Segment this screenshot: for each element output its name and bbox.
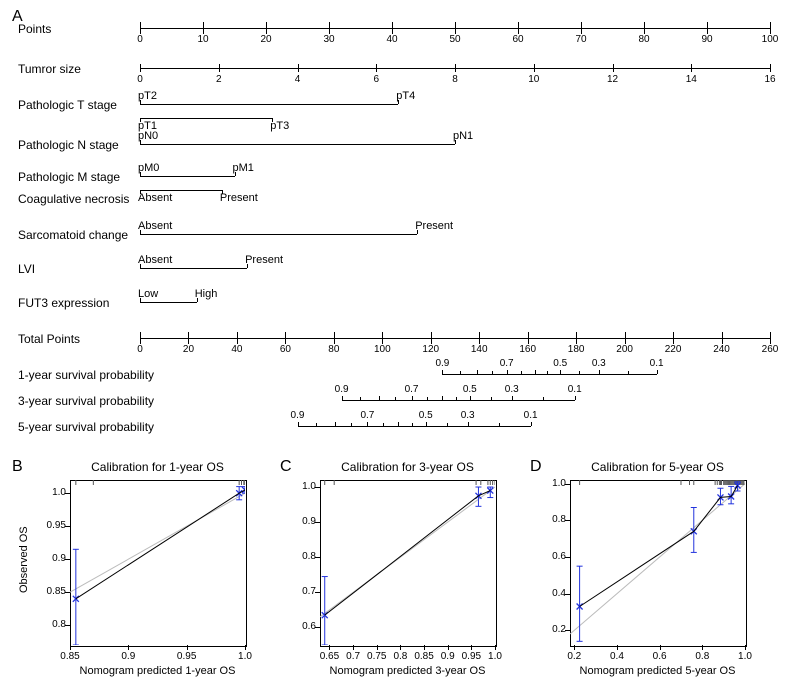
- panel-d-label: D: [530, 458, 542, 476]
- calib-svg: [320, 480, 495, 645]
- nomogram-row-label: Tumror size: [18, 62, 81, 76]
- nomogram-row-label: Pathologic T stage: [18, 98, 117, 112]
- calib-ylabel: Observed OS: [18, 526, 30, 593]
- nomogram-row-label: Total Points: [18, 332, 80, 346]
- nomogram-row-label: Pathologic N stage: [18, 138, 119, 152]
- calib-svg: [570, 480, 745, 645]
- calib-svg: [70, 480, 245, 645]
- nomogram-row-label: Points: [18, 22, 51, 36]
- calib-xlabel: Nomogram predicted 5-year OS: [570, 665, 745, 677]
- calib-title: Calibration for 5-year OS: [560, 460, 755, 474]
- survival-row-label: 5-year survival probability: [18, 420, 154, 434]
- survival-row-label: 3-year survival probability: [18, 394, 154, 408]
- calib-xlabel: Nomogram predicted 3-year OS: [320, 665, 495, 677]
- nomogram-row-label: LVI: [18, 262, 35, 276]
- nomogram-row-label: FUT3 expression: [18, 296, 109, 310]
- calib-xlabel: Nomogram predicted 1-year OS: [70, 665, 245, 677]
- calib-title: Calibration for 1-year OS: [60, 460, 255, 474]
- panel-b-label: B: [12, 458, 23, 476]
- calib-title: Calibration for 3-year OS: [310, 460, 505, 474]
- nomogram-row-label: Sarcomatoid change: [18, 228, 128, 242]
- nomogram-row-label: Pathologic M stage: [18, 170, 120, 184]
- panel-c-label: C: [280, 458, 292, 476]
- nomogram-row-label: Coagulative necrosis: [18, 192, 129, 206]
- survival-row-label: 1-year survival probability: [18, 368, 154, 382]
